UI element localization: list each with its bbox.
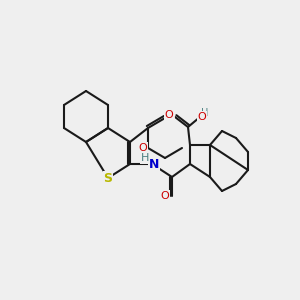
Text: O: O: [166, 113, 174, 123]
Text: H: H: [201, 108, 209, 118]
Text: O: O: [198, 112, 206, 122]
Text: O: O: [165, 110, 173, 120]
Text: O: O: [160, 191, 169, 201]
Text: N: N: [149, 158, 159, 170]
Text: S: S: [103, 172, 112, 184]
Text: O: O: [139, 143, 147, 153]
Text: H: H: [141, 153, 149, 163]
